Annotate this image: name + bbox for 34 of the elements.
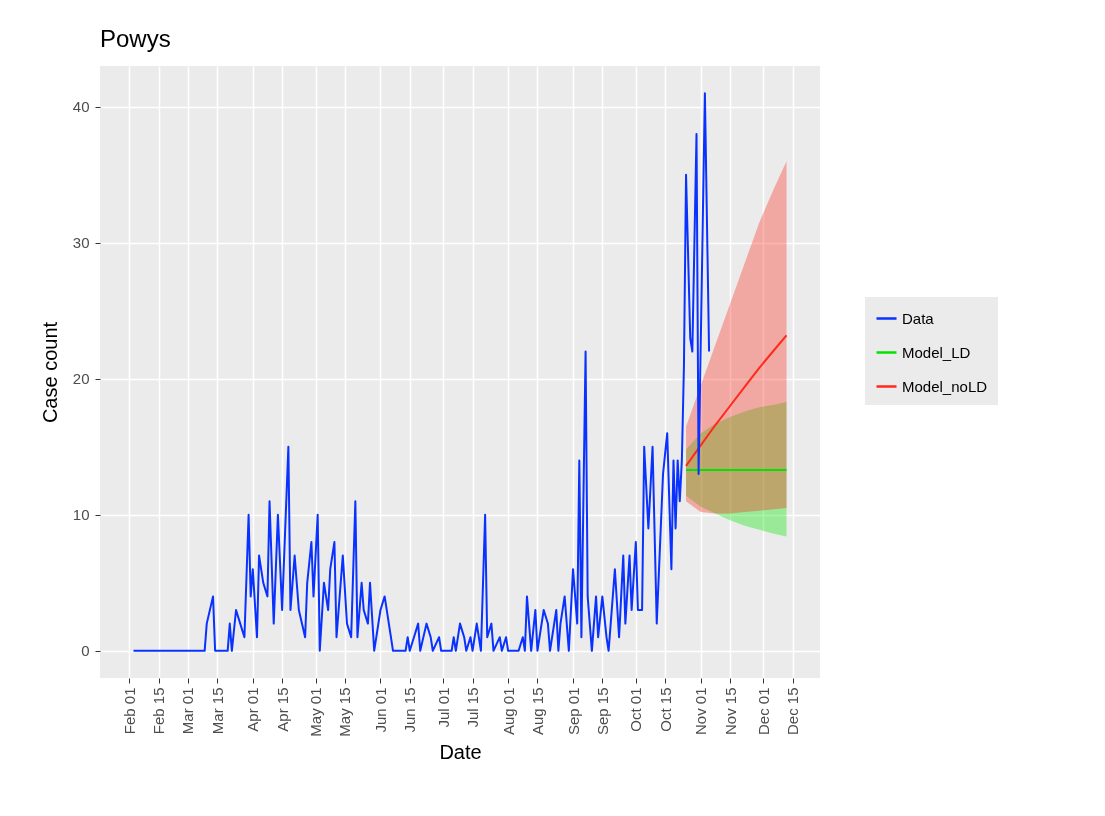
legend-label: Model_noLD (902, 377, 988, 395)
y-axis-title: Case count (38, 321, 61, 424)
x-tick-label: May 15 (336, 687, 354, 737)
x-tick-label: Aug 01 (499, 687, 517, 736)
x-tick-label: Oct 15 (656, 687, 674, 732)
x-tick-label: Dec 01 (754, 687, 772, 736)
y-tick-label: 0 (81, 642, 90, 660)
legend-label: Data (902, 309, 935, 327)
x-tick-label: Apr 01 (244, 687, 262, 732)
x-tick-label: Jun 15 (401, 687, 419, 733)
x-tick-label: Jul 15 (464, 687, 482, 728)
x-tick-label: Nov 01 (692, 687, 710, 736)
x-tick-label: May 01 (307, 687, 325, 737)
x-tick-label: Oct 01 (627, 687, 645, 732)
x-tick-label: Feb 15 (150, 687, 168, 735)
x-tick-label: Sep 15 (593, 687, 611, 736)
chart-title: Powys (100, 25, 171, 52)
x-tick-label: Feb 01 (120, 687, 138, 735)
x-tick-label: Sep 01 (564, 687, 582, 736)
x-tick-label: Jun 01 (371, 687, 389, 733)
line-series (685, 334, 788, 467)
y-tick-label: 20 (72, 370, 90, 388)
x-tick-label: Mar 15 (208, 687, 226, 735)
y-tick-label: 30 (72, 234, 90, 252)
legend-label: Model_LD (902, 343, 971, 361)
y-tick-label: 10 (72, 506, 90, 524)
x-axis-title: Date (439, 740, 482, 763)
x-tick-label: Apr 15 (273, 687, 291, 732)
x-tick-label: Nov 15 (721, 687, 739, 736)
x-tick-label: Aug 15 (528, 687, 546, 736)
x-tick-label: Jul 01 (434, 687, 452, 728)
x-tick-label: Mar 01 (179, 687, 197, 735)
x-tick-label: Dec 15 (784, 687, 802, 736)
y-tick-label: 40 (72, 98, 90, 116)
